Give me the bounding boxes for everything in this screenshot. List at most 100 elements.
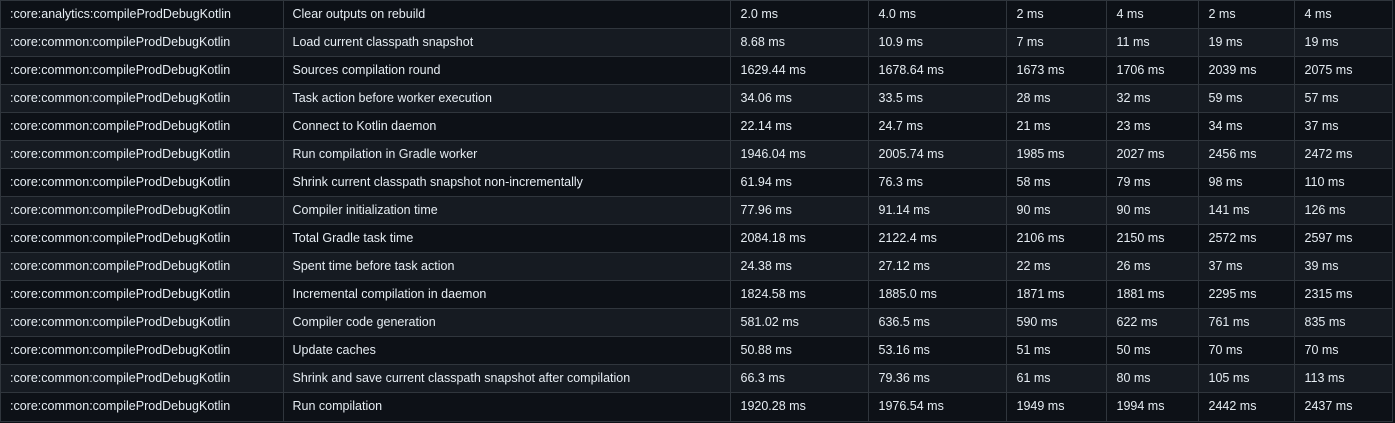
value-cell: 28 ms (1006, 84, 1107, 113)
value-cell: 79.36 ms (868, 364, 1007, 393)
value-cell: 61 ms (1006, 364, 1107, 393)
value-cell: 761 ms (1198, 308, 1295, 337)
value-cell: 1920.28 ms (730, 392, 869, 421)
value-cell: 90 ms (1106, 196, 1199, 225)
value-cell: 1946.04 ms (730, 140, 869, 169)
task-cell: :core:common:compileProdDebugKotlin (1, 252, 284, 281)
value-cell: 53.16 ms (868, 336, 1007, 365)
table-row: :core:common:compileProdDebugKotlin Updat… (1, 336, 1392, 365)
value-cell: 39 ms (1294, 252, 1392, 281)
task-cell: :core:common:compileProdDebugKotlin (1, 84, 284, 113)
task-cell: :core:common:compileProdDebugKotlin (1, 56, 284, 85)
value-cell: 27.12 ms (868, 252, 1007, 281)
value-cell: 80 ms (1106, 364, 1199, 393)
value-cell: 70 ms (1294, 336, 1392, 365)
table-row: :core:common:compileProdDebugKotlin Compi… (1, 196, 1392, 225)
metric-cell: Update caches (283, 336, 731, 365)
value-cell: 105 ms (1198, 364, 1295, 393)
value-cell: 2597 ms (1294, 224, 1392, 253)
value-cell: 50.88 ms (730, 336, 869, 365)
value-cell: 51 ms (1006, 336, 1107, 365)
task-cell: :core:common:compileProdDebugKotlin (1, 140, 284, 169)
metric-cell: Clear outputs on rebuild (283, 0, 731, 29)
value-cell: 2 ms (1006, 0, 1107, 29)
task-cell: :core:common:compileProdDebugKotlin (1, 112, 284, 141)
value-cell: 91.14 ms (868, 196, 1007, 225)
value-cell: 4.0 ms (868, 0, 1007, 29)
value-cell: 32 ms (1106, 84, 1199, 113)
value-cell: 1949 ms (1006, 392, 1107, 421)
value-cell: 77.96 ms (730, 196, 869, 225)
value-cell: 113 ms (1294, 364, 1392, 393)
value-cell: 59 ms (1198, 84, 1295, 113)
table-row: :core:common:compileProdDebugKotlin Shrin… (1, 168, 1392, 197)
value-cell: 2437 ms (1294, 392, 1392, 421)
table-row: :core:common:compileProdDebugKotlin Conne… (1, 112, 1392, 141)
value-cell: 21 ms (1006, 112, 1107, 141)
task-cell: :core:common:compileProdDebugKotlin (1, 364, 284, 393)
table-row: :core:common:compileProdDebugKotlin Run c… (1, 392, 1392, 421)
value-cell: 10.9 ms (868, 28, 1007, 57)
value-cell: 1673 ms (1006, 56, 1107, 85)
table-row: :core:common:compileProdDebugKotlin Spent… (1, 252, 1392, 281)
metric-cell: Connect to Kotlin daemon (283, 112, 731, 141)
value-cell: 2.0 ms (730, 0, 869, 29)
task-cell: :core:common:compileProdDebugKotlin (1, 168, 284, 197)
metric-cell: Task action before worker execution (283, 84, 731, 113)
value-cell: 141 ms (1198, 196, 1295, 225)
value-cell: 581.02 ms (730, 308, 869, 337)
value-cell: 34 ms (1198, 112, 1295, 141)
task-cell: :core:common:compileProdDebugKotlin (1, 224, 284, 253)
value-cell: 50 ms (1106, 336, 1199, 365)
metric-cell: Shrink current classpath snapshot non-in… (283, 168, 731, 197)
value-cell: 2106 ms (1006, 224, 1107, 253)
value-cell: 2442 ms (1198, 392, 1295, 421)
value-cell: 61.94 ms (730, 168, 869, 197)
value-cell: 2039 ms (1198, 56, 1295, 85)
value-cell: 2456 ms (1198, 140, 1295, 169)
value-cell: 622 ms (1106, 308, 1199, 337)
value-cell: 34.06 ms (730, 84, 869, 113)
value-cell: 1885.0 ms (868, 280, 1007, 309)
value-cell: 2075 ms (1294, 56, 1392, 85)
value-cell: 11 ms (1106, 28, 1199, 57)
value-cell: 70 ms (1198, 336, 1295, 365)
metric-cell: Compiler code generation (283, 308, 731, 337)
value-cell: 4 ms (1106, 0, 1199, 29)
table-row: :core:common:compileProdDebugKotlin Sourc… (1, 56, 1392, 85)
value-cell: 58 ms (1006, 168, 1107, 197)
value-cell: 24.38 ms (730, 252, 869, 281)
value-cell: 1706 ms (1106, 56, 1199, 85)
metric-cell: Compiler initialization time (283, 196, 731, 225)
metric-cell: Run compilation (283, 392, 731, 421)
task-cell: :core:common:compileProdDebugKotlin (1, 28, 284, 57)
value-cell: 636.5 ms (868, 308, 1007, 337)
value-cell: 835 ms (1294, 308, 1392, 337)
table-row: :core:common:compileProdDebugKotlin Task … (1, 84, 1392, 113)
task-cell: :core:common:compileProdDebugKotlin (1, 280, 284, 309)
value-cell: 2122.4 ms (868, 224, 1007, 253)
table-row: :core:analytics:compileProdDebugKotlin Cl… (1, 0, 1392, 29)
value-cell: 4 ms (1294, 0, 1392, 29)
value-cell: 1881 ms (1106, 280, 1199, 309)
metric-cell: Spent time before task action (283, 252, 731, 281)
value-cell: 33.5 ms (868, 84, 1007, 113)
metric-cell: Incremental compilation in daemon (283, 280, 731, 309)
value-cell: 590 ms (1006, 308, 1107, 337)
value-cell: 1985 ms (1006, 140, 1107, 169)
value-cell: 26 ms (1106, 252, 1199, 281)
value-cell: 2150 ms (1106, 224, 1199, 253)
table-row: :core:common:compileProdDebugKotlin Load … (1, 28, 1392, 57)
value-cell: 1824.58 ms (730, 280, 869, 309)
value-cell: 110 ms (1294, 168, 1392, 197)
value-cell: 2295 ms (1198, 280, 1295, 309)
task-cell: :core:common:compileProdDebugKotlin (1, 308, 284, 337)
value-cell: 22 ms (1006, 252, 1107, 281)
task-cell: :core:analytics:compileProdDebugKotlin (1, 0, 284, 29)
value-cell: 19 ms (1198, 28, 1295, 57)
metric-cell: Total Gradle task time (283, 224, 731, 253)
value-cell: 8.68 ms (730, 28, 869, 57)
value-cell: 1994 ms (1106, 392, 1199, 421)
value-cell: 2005.74 ms (868, 140, 1007, 169)
